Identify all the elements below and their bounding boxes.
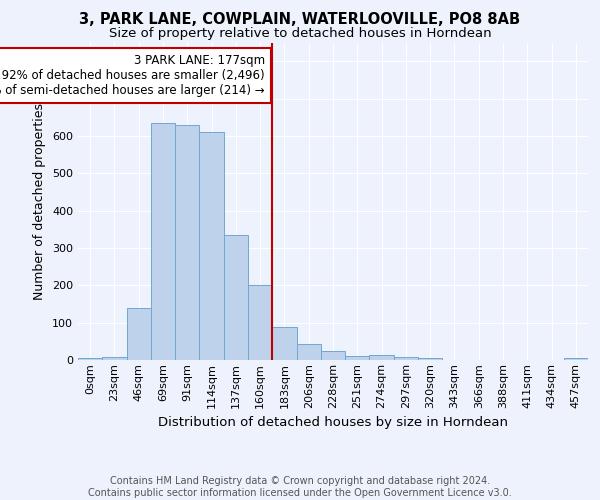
Bar bbox=[102, 357, 127, 360]
Bar bbox=[151, 123, 175, 360]
Text: 3 PARK LANE: 177sqm
← 92% of detached houses are smaller (2,496)
8% of semi-deta: 3 PARK LANE: 177sqm ← 92% of detached ho… bbox=[0, 54, 265, 96]
Bar bbox=[248, 286, 272, 360]
Bar bbox=[418, 358, 442, 360]
Bar bbox=[394, 357, 418, 360]
Bar bbox=[199, 132, 224, 360]
Bar bbox=[175, 124, 199, 360]
Text: Contains HM Land Registry data © Crown copyright and database right 2024.
Contai: Contains HM Land Registry data © Crown c… bbox=[88, 476, 512, 498]
Bar bbox=[224, 235, 248, 360]
Text: 3, PARK LANE, COWPLAIN, WATERLOOVILLE, PO8 8AB: 3, PARK LANE, COWPLAIN, WATERLOOVILLE, P… bbox=[79, 12, 521, 28]
Bar bbox=[296, 344, 321, 360]
Bar bbox=[127, 308, 151, 360]
Bar bbox=[370, 355, 394, 360]
Text: Size of property relative to detached houses in Horndean: Size of property relative to detached ho… bbox=[109, 28, 491, 40]
Bar bbox=[345, 356, 370, 360]
Bar bbox=[272, 327, 296, 360]
Bar bbox=[78, 358, 102, 360]
Bar bbox=[321, 350, 345, 360]
Bar bbox=[564, 358, 588, 360]
X-axis label: Distribution of detached houses by size in Horndean: Distribution of detached houses by size … bbox=[158, 416, 508, 429]
Y-axis label: Number of detached properties: Number of detached properties bbox=[34, 103, 46, 300]
